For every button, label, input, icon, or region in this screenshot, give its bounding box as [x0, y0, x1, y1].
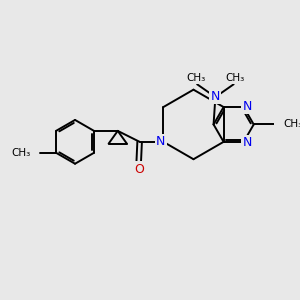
Text: CH₃: CH₃ — [225, 73, 244, 83]
Text: N: N — [156, 135, 165, 148]
Text: CH₃: CH₃ — [11, 148, 31, 158]
Text: N: N — [211, 90, 220, 103]
Text: N: N — [243, 100, 252, 112]
Text: CH₃: CH₃ — [283, 119, 300, 129]
Text: CH₃: CH₃ — [187, 73, 206, 83]
Text: N: N — [243, 136, 252, 149]
Text: O: O — [135, 163, 145, 176]
